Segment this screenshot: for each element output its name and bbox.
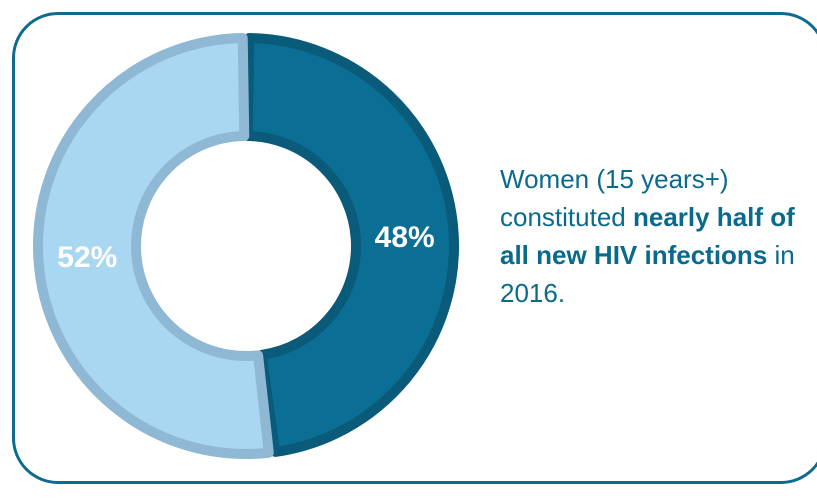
caption-bold: nearly half of all new HIV infections (500, 202, 795, 270)
caption-part1: Women (15 years+) constituted (500, 164, 729, 232)
donut-slice-48 (242, 33, 459, 457)
donut-slices (33, 33, 459, 459)
donut-labels: 48% 52% (57, 221, 434, 274)
donut-slice-52 (33, 33, 274, 459)
slice-label-48: 48% (375, 221, 435, 254)
slice-label-52: 52% (57, 241, 117, 274)
caption-text: Women (15 years+) constituted nearly hal… (500, 160, 800, 312)
caption-part2: in 2016. (500, 240, 795, 308)
